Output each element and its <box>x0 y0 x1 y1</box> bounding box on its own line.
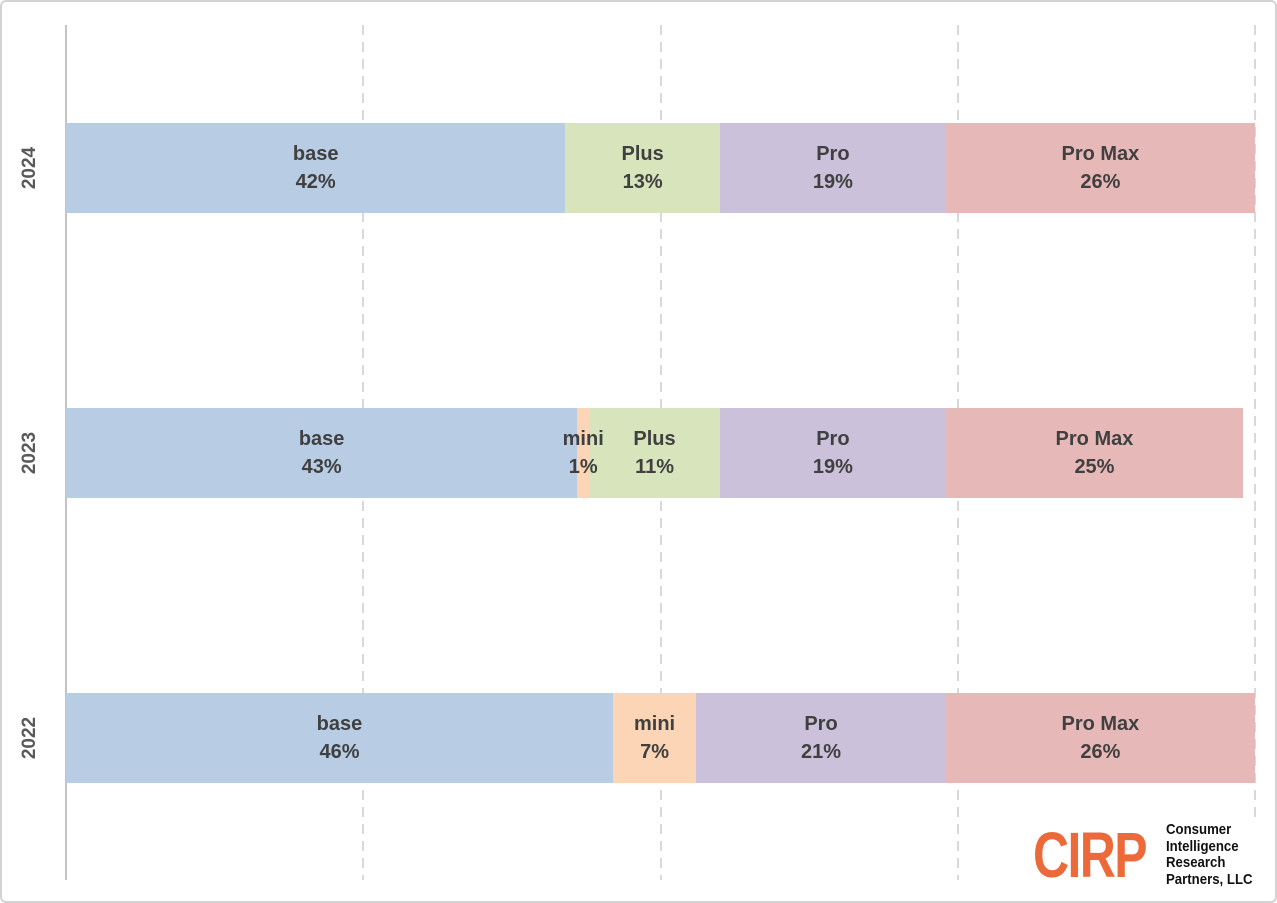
segment-label: Pro 19% <box>812 427 853 478</box>
logo-line-1: Consumer <box>1165 821 1231 838</box>
segment-2023-mini: mini 1% <box>563 407 604 498</box>
segment-2022-pro: Pro 21% <box>696 692 946 783</box>
plot-area: base 42% Plus 13% Pro 19% Pro Max 26% base 43% min… <box>65 25 1256 880</box>
segment-label: mini 7% <box>633 712 676 763</box>
logo-line-4: Partners, LLC <box>1165 870 1253 888</box>
bar-2022: base 46% mini 7% Pro 21% Pro Max 26% <box>66 692 1255 783</box>
segment-label: mini 1% <box>562 427 604 478</box>
segment-2023-base: base 43% <box>66 407 578 498</box>
segment-2023-plus: Plus 11% <box>589 407 720 498</box>
segment-label: Pro Max 25% <box>1055 427 1134 478</box>
segment-label: base 43% <box>298 427 345 478</box>
segment-label: Pro Max 26% <box>1061 142 1140 193</box>
segment-label: Pro 19% <box>812 142 853 193</box>
category-label-2023: 2023 <box>19 431 40 474</box>
segment-2022-base: base 46% <box>66 692 613 783</box>
logo-line-3: Research <box>1165 854 1226 871</box>
segment-2024-pro: Pro 19% <box>719 122 946 213</box>
segment-2023-pro: Pro 19% <box>719 407 946 498</box>
segment-label: base 46% <box>316 712 363 763</box>
segment-label: Plus 11% <box>633 427 676 478</box>
segment-2023-pro-max: Pro Max 25% <box>945 407 1244 498</box>
segment-label: Pro 21% <box>800 712 842 763</box>
segment-label: base 42% <box>292 142 339 193</box>
category-label-2022: 2022 <box>19 716 40 759</box>
segment-2024-plus: Plus 13% <box>565 122 720 213</box>
segment-label: Plus 13% <box>621 142 664 193</box>
segment-2024-base: base 42% <box>66 122 566 213</box>
category-label-2024: 2024 <box>19 146 40 189</box>
bar-2023: base 43% mini 1% Plus 11% Pro 19% Pro Max 25% <box>66 407 1255 498</box>
cirp-logo-acronym: CIRP <box>1032 819 1148 891</box>
cirp-logo: CIRP Consumer Intelligence Research Part… <box>1026 819 1266 891</box>
logo-line-2: Intelligence <box>1165 837 1239 855</box>
bar-2024: base 42% Plus 13% Pro 19% Pro Max 26% <box>66 122 1255 213</box>
gridline-100pct <box>1254 25 1256 880</box>
segment-2022-pro-max: Pro Max 26% <box>945 692 1255 783</box>
segment-2022-mini: mini 7% <box>612 692 697 783</box>
segment-label: Pro Max 26% <box>1061 712 1140 763</box>
segment-2024-pro-max: Pro Max 26% <box>945 122 1255 213</box>
cirp-logo-text: Consumer Intelligence Research Partners,… <box>1165 821 1264 888</box>
